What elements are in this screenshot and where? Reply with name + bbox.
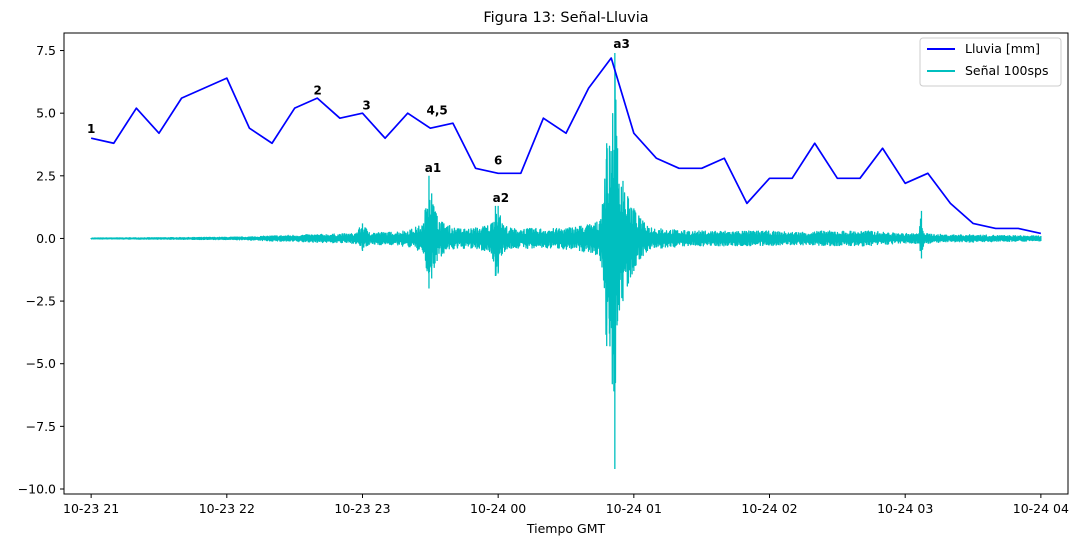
series-line-senal bbox=[90, 53, 1042, 469]
y-tick-label: 7.5 bbox=[36, 43, 56, 58]
x-tick-label: 10-23 21 bbox=[63, 501, 119, 516]
y-axis: 7.5 5.0 2.5 0.0 −2.5 −5.0 −7.5 −10.0 bbox=[18, 43, 64, 496]
y-tick-label: 0.0 bbox=[36, 231, 56, 246]
y-tick-label: −5.0 bbox=[26, 356, 56, 371]
y-tick-label: −2.5 bbox=[26, 294, 56, 309]
annotation-label: a1 bbox=[425, 161, 441, 175]
legend-label-lluvia: Lluvia [mm] bbox=[965, 41, 1040, 56]
x-tick-label: 10-23 23 bbox=[334, 501, 390, 516]
annotation-label: 4,5 bbox=[426, 103, 447, 117]
x-tick-label: 10-24 01 bbox=[606, 501, 662, 516]
x-axis: 10-23 21 10-23 22 10-23 23 10-24 00 10-24 01… bbox=[63, 494, 1069, 516]
annotation-label: a3 bbox=[613, 37, 629, 51]
plot-frame bbox=[63, 32, 1069, 495]
legend-label-senal: Señal 100sps bbox=[965, 63, 1048, 78]
annotation-label: a2 bbox=[493, 191, 509, 205]
plot-contents bbox=[90, 53, 1042, 469]
annotation-label: 2 bbox=[314, 83, 322, 97]
annotation-label: 1 bbox=[87, 122, 95, 136]
x-axis-label: Tiempo GMT bbox=[526, 521, 606, 536]
x-tick-label: 10-24 02 bbox=[741, 501, 797, 516]
y-tick-label: −7.5 bbox=[26, 419, 56, 434]
annotation-label: 3 bbox=[362, 98, 370, 112]
legend-box bbox=[919, 37, 1062, 87]
x-tick-label: 10-24 03 bbox=[877, 501, 933, 516]
plot-area bbox=[64, 33, 1068, 494]
x-tick-label: 10-24 00 bbox=[470, 501, 526, 516]
y-tick-label: −10.0 bbox=[18, 481, 56, 496]
chart-title: Figura 13: Señal-Lluvia bbox=[483, 10, 648, 26]
x-tick-label: 10-24 04 bbox=[1013, 501, 1069, 516]
x-tick-label: 10-23 22 bbox=[199, 501, 255, 516]
legend: Lluvia [mm] Señal 100sps bbox=[919, 37, 1062, 87]
annotation-label: 6 bbox=[494, 154, 502, 168]
y-tick-label: 5.0 bbox=[36, 106, 56, 121]
annotations: 1 2 3 4,5 6 a1 a2 a3 bbox=[87, 37, 630, 205]
y-tick-label: 2.5 bbox=[36, 168, 56, 183]
